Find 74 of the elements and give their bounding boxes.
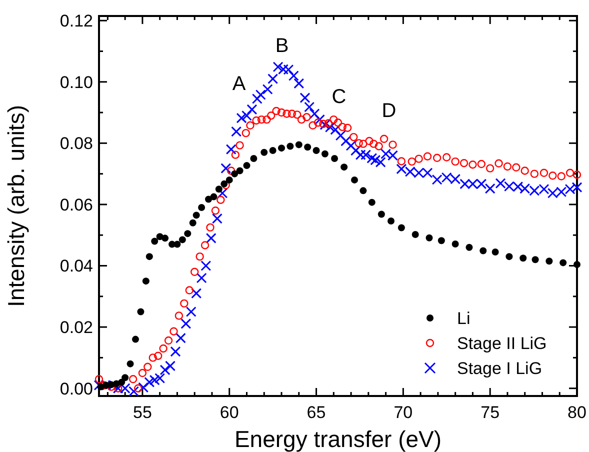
point — [126, 360, 134, 368]
point — [438, 237, 445, 244]
y-tick-label: 0.02 — [60, 318, 93, 337]
point — [426, 234, 433, 242]
point — [452, 240, 459, 248]
point — [368, 198, 376, 206]
annotation: D — [382, 100, 396, 122]
point — [189, 219, 196, 226]
x-tick-label: 65 — [306, 403, 326, 422]
annotation: C — [332, 86, 346, 108]
x-axis-title: Energy transfer (eV) — [234, 426, 442, 452]
point — [546, 258, 553, 265]
y-tick-label: 0.00 — [60, 379, 93, 398]
point — [574, 261, 580, 268]
point — [321, 150, 328, 158]
x-tick-label: 60 — [220, 403, 239, 422]
point — [236, 167, 244, 174]
annotation: A — [232, 73, 246, 95]
point — [398, 224, 405, 232]
point — [192, 212, 200, 219]
point — [210, 193, 218, 200]
point — [162, 234, 169, 242]
x-tick-label: 80 — [568, 403, 586, 422]
point — [295, 141, 302, 148]
point — [184, 230, 192, 238]
x-tick-label: 75 — [480, 403, 500, 422]
point — [198, 204, 206, 212]
point — [532, 256, 539, 264]
point — [304, 144, 312, 151]
point — [286, 142, 294, 150]
point — [378, 210, 385, 218]
point — [331, 155, 338, 162]
point — [312, 147, 320, 154]
point — [174, 240, 181, 248]
point — [278, 144, 286, 152]
y-tick-label: 0.12 — [60, 12, 93, 31]
point — [360, 187, 367, 194]
point — [492, 248, 499, 256]
point — [132, 336, 139, 343]
point — [215, 186, 222, 193]
point — [506, 253, 513, 260]
point — [466, 244, 473, 251]
point — [137, 308, 144, 316]
point — [480, 247, 487, 254]
annotation: B — [275, 35, 289, 57]
point — [118, 378, 126, 386]
x-tick-label: 70 — [394, 403, 413, 422]
point — [231, 170, 238, 178]
point — [243, 162, 250, 170]
point — [520, 254, 527, 262]
y-tick-label: 0.06 — [60, 195, 93, 214]
point — [412, 231, 419, 238]
legend-label: Li — [457, 308, 470, 328]
point — [260, 148, 268, 156]
x-tick-label: 55 — [132, 403, 152, 422]
point — [205, 196, 212, 203]
y-axis-title: Intensity (arb. units) — [3, 105, 29, 307]
point — [146, 253, 153, 260]
point — [226, 176, 233, 184]
point — [388, 218, 395, 225]
y-tick-label: 0.10 — [60, 72, 93, 92]
point — [142, 278, 150, 285]
point — [151, 238, 158, 245]
point — [340, 164, 348, 171]
point — [250, 155, 258, 162]
point — [178, 236, 186, 244]
point — [351, 176, 358, 184]
legend-label: Stage II LiG — [457, 334, 547, 353]
point — [560, 259, 567, 266]
legend-label: Stage I LiG — [457, 358, 542, 378]
y-tick-label: 0.08 — [60, 134, 93, 154]
point — [122, 374, 129, 382]
point — [269, 147, 276, 154]
y-tick-label: 0.04 — [60, 256, 93, 276]
